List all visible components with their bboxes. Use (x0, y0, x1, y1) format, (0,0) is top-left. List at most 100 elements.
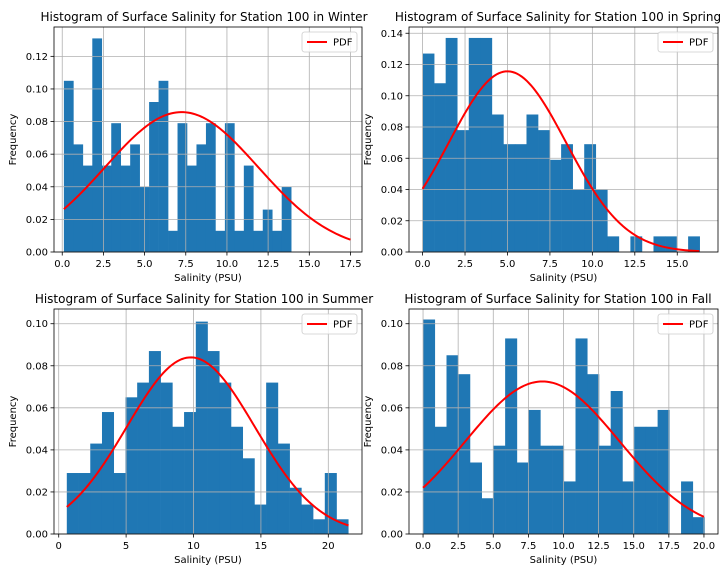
histogram-bar (266, 382, 279, 534)
histogram-bar (196, 144, 207, 252)
x-tick-label: 10.0 (216, 259, 238, 270)
legend-label: PDF (333, 320, 353, 331)
histogram-bar (111, 123, 122, 252)
x-tick-label: 2.5 (95, 259, 111, 270)
histogram-bar (587, 374, 600, 534)
y-tick-label: 0.04 (381, 445, 403, 456)
histogram-bar (480, 37, 493, 252)
histogram-bar (243, 165, 254, 252)
histogram-bar (195, 321, 208, 534)
histogram-bar (205, 123, 216, 252)
y-axis-label: Frequency (363, 114, 374, 166)
histogram-bar (82, 165, 93, 252)
y-tick-label: 0.08 (381, 123, 403, 134)
histogram-bar (130, 144, 140, 252)
x-tick-label: 7.5 (178, 259, 194, 270)
y-tick-label: 0.12 (381, 60, 403, 71)
y-tick-label: 0.10 (381, 91, 403, 102)
histogram-bar (505, 338, 518, 534)
y-tick-label: 0.00 (26, 530, 48, 541)
x-tick-label: 0 (56, 541, 62, 552)
histogram-bar (187, 165, 197, 252)
histogram-bar (653, 236, 666, 252)
histogram-bar (528, 409, 541, 534)
histogram-bar (301, 504, 314, 534)
y-tick-label: 0.06 (26, 403, 48, 414)
y-tick-label: 0.04 (26, 445, 48, 456)
histogram-bar (149, 102, 159, 252)
chart-title: Histogram of Surface Salinity for Statio… (404, 292, 711, 306)
chart-title: Histogram of Surface Salinity for Statio… (395, 10, 720, 24)
histogram-bar (289, 487, 302, 534)
histogram-bar (607, 236, 620, 252)
histogram-bar (234, 230, 245, 252)
histogram-bar (469, 462, 482, 534)
histogram-bar (516, 462, 529, 534)
histogram-bar (575, 338, 588, 534)
axes-frame (53, 308, 363, 535)
legend-box (657, 31, 714, 53)
y-tick-label: 0.12 (26, 52, 48, 63)
histogram-bar (503, 144, 516, 252)
histogram-bar (434, 83, 446, 252)
histogram-bar (78, 473, 91, 534)
histogram-bar (692, 517, 705, 534)
y-axis-label: Frequency (363, 396, 374, 448)
histogram-bar (584, 144, 597, 252)
y-tick-label: 0.10 (26, 84, 48, 95)
histogram-bar (688, 236, 700, 252)
x-tick-label: 17.5 (339, 259, 361, 270)
legend-box (657, 313, 714, 335)
histogram-bar (445, 37, 458, 252)
x-tick-label: 5.0 (500, 259, 516, 270)
x-tick-label: 2.5 (450, 541, 466, 552)
legend-label: PDF (689, 38, 709, 49)
histogram-bar (148, 351, 161, 534)
y-tick-label: 0.06 (26, 150, 48, 161)
histogram-bars (66, 321, 349, 534)
histogram-bar (160, 382, 173, 534)
legend-box (301, 313, 358, 335)
histogram-bar (73, 144, 84, 252)
histogram-bar (324, 473, 337, 534)
legend-box (301, 31, 358, 53)
histogram-bars (63, 38, 292, 252)
y-tick-label: 0.02 (381, 487, 403, 498)
histogram-bar (113, 473, 126, 534)
axes-frame (53, 26, 363, 253)
x-axis-label: Salinity (PSU) (174, 273, 242, 284)
histogram-bar (92, 38, 103, 252)
histogram-bar (598, 445, 611, 534)
histogram-bar (63, 80, 74, 252)
y-axis-label: Frequency (8, 114, 19, 166)
x-tick-label: 20 (322, 541, 335, 552)
x-tick-label: 15.0 (298, 259, 320, 270)
x-tick-label: 10.0 (552, 541, 574, 552)
x-tick-label: 0.0 (415, 259, 431, 270)
chart-title: Histogram of Surface Salinity for Statio… (41, 10, 368, 24)
x-tick-label: 12.5 (624, 259, 646, 270)
x-tick-label: 15.0 (666, 259, 688, 270)
y-tick-label: 0.08 (381, 361, 403, 372)
histogram-bar (90, 443, 103, 534)
histogram-bar (101, 165, 112, 252)
y-tick-label: 0.08 (26, 117, 48, 128)
histogram-bar (491, 114, 504, 252)
histogram-bar (549, 159, 562, 252)
y-tick-label: 0.06 (381, 403, 403, 414)
y-tick-label: 0.00 (381, 530, 403, 541)
histogram-bar (158, 80, 169, 252)
y-tick-label: 0.08 (26, 361, 48, 372)
histogram-bar (538, 130, 550, 252)
histogram-bar (172, 426, 185, 534)
x-tick-label: 2.5 (457, 259, 473, 270)
axes-frame (408, 26, 719, 253)
histogram-bar (526, 114, 539, 252)
legend: PDF (301, 313, 358, 335)
y-tick-label: 0.10 (381, 319, 403, 330)
pdf-curve (422, 380, 705, 518)
histogram-bar (561, 144, 573, 252)
y-tick-label: 0.04 (26, 182, 48, 193)
histogram-bar (277, 443, 290, 534)
